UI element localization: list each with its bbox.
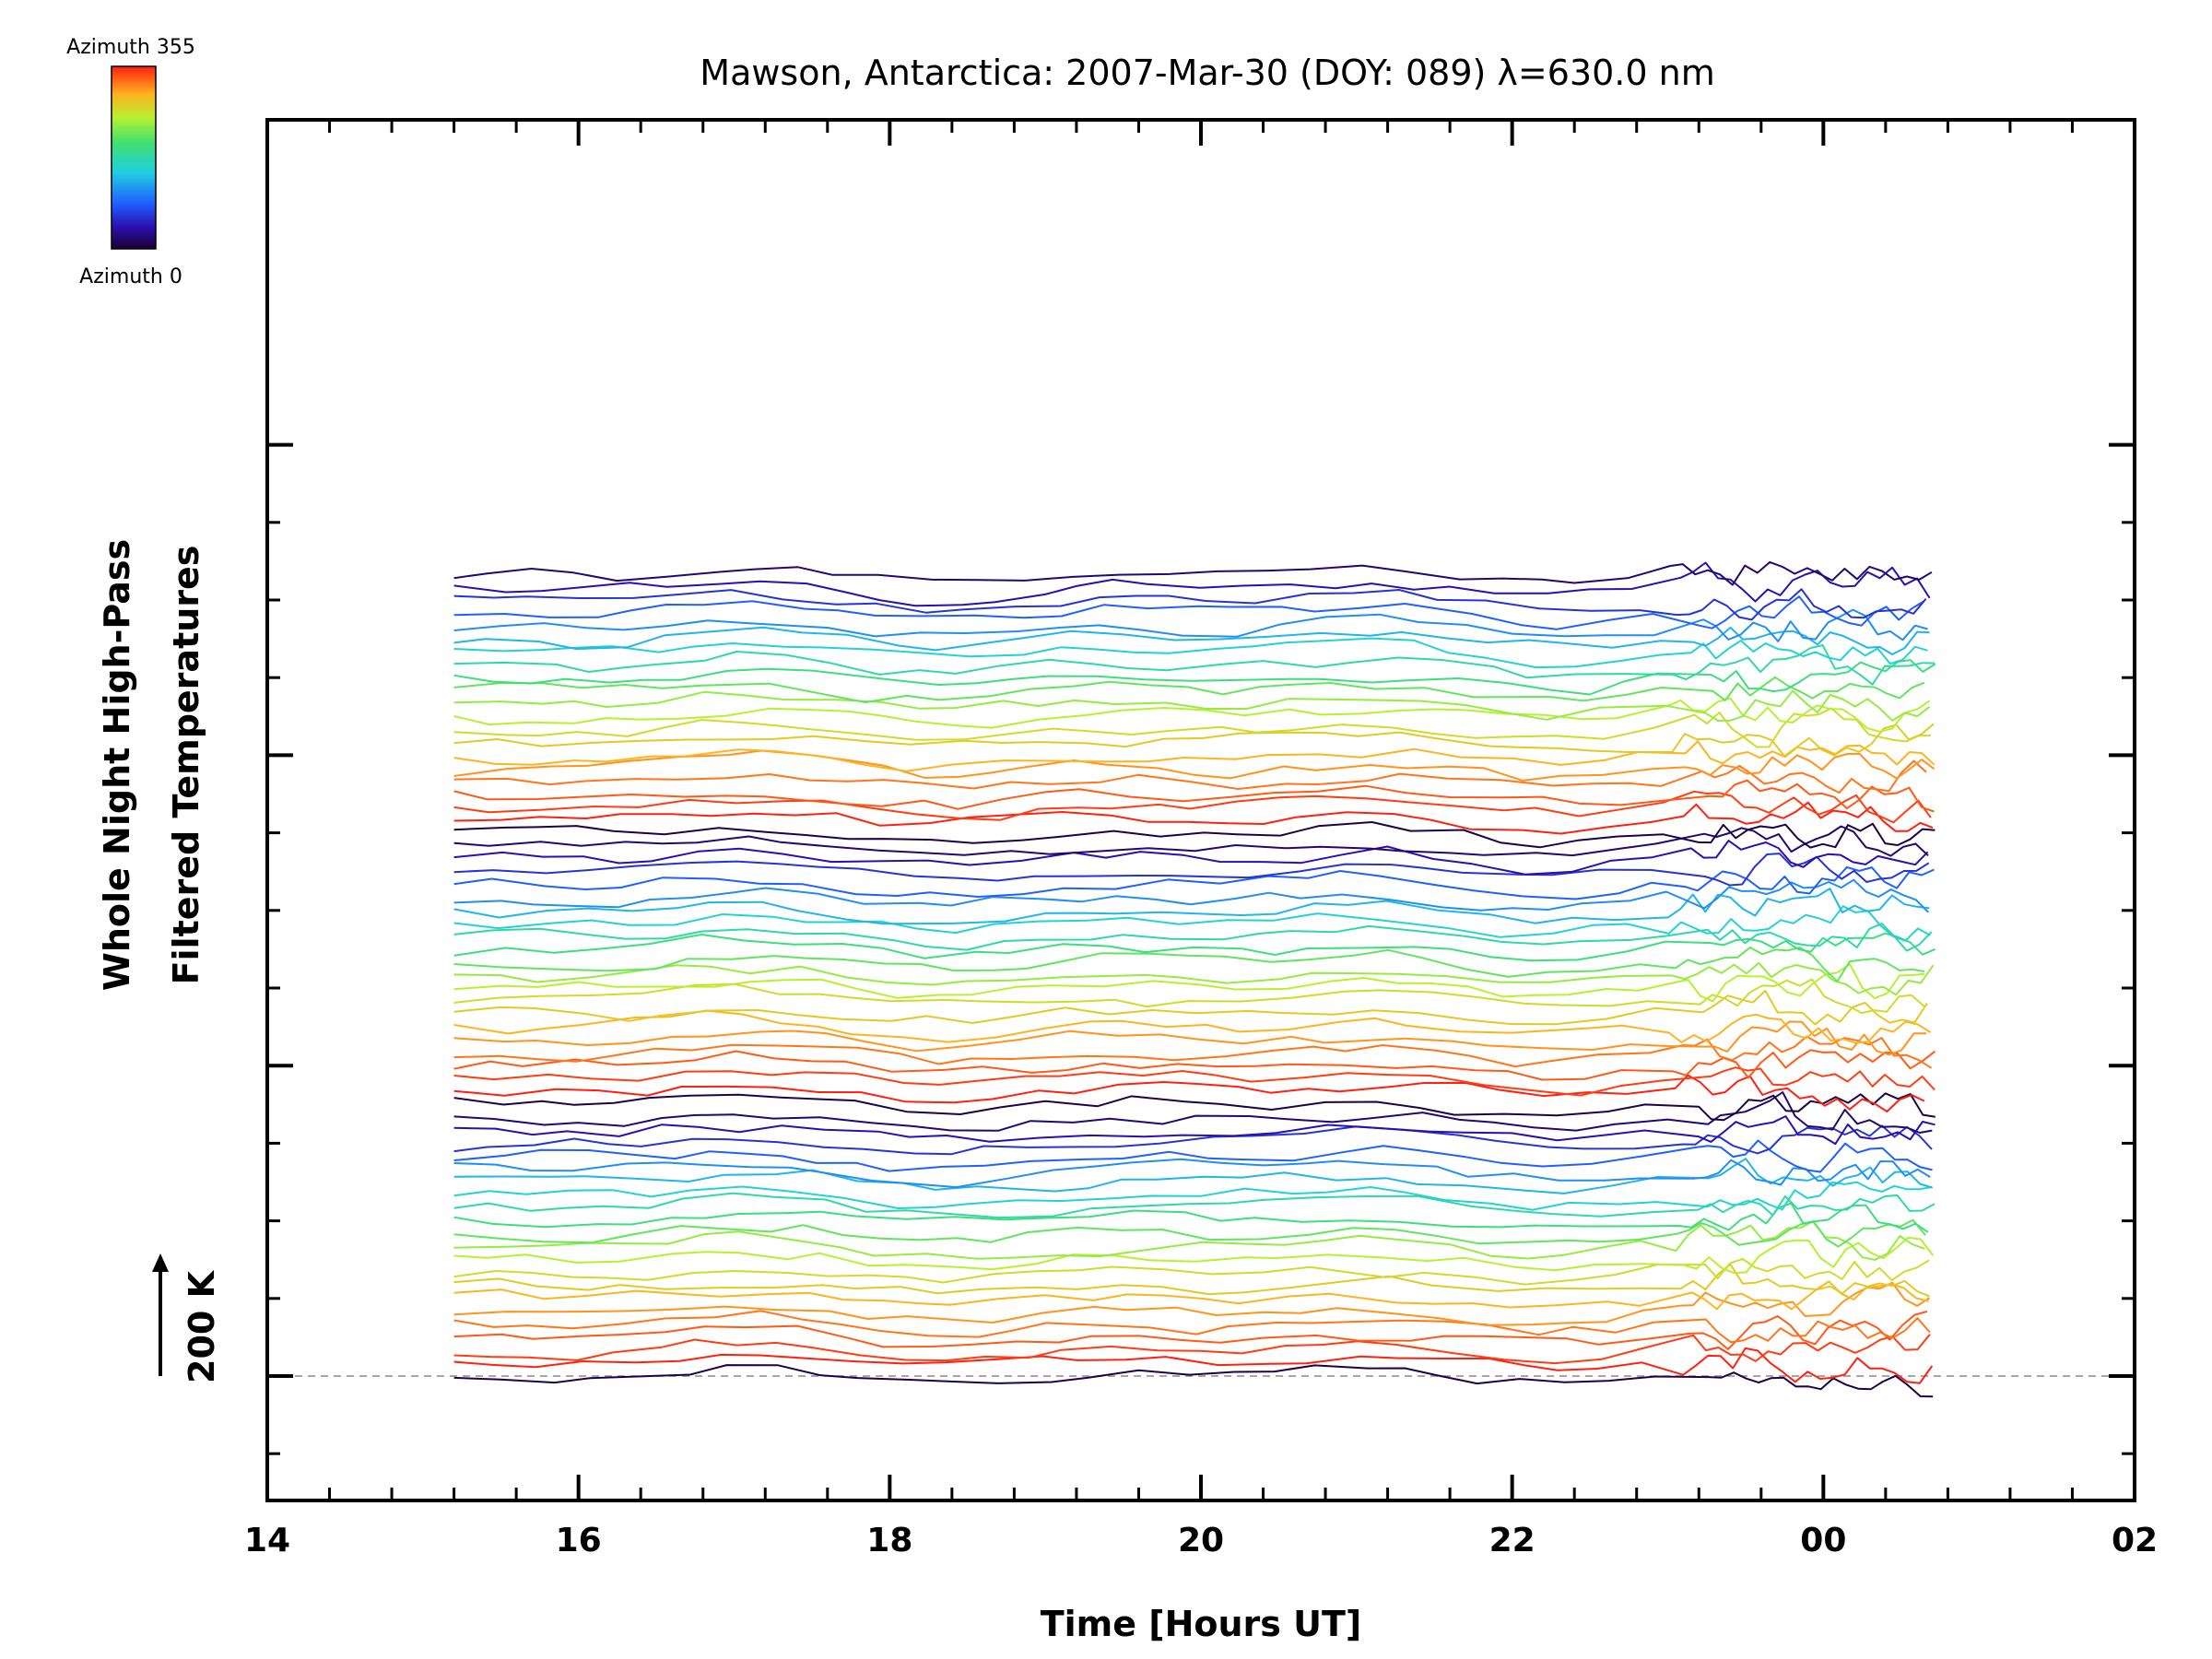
series-line	[453, 1281, 1931, 1326]
series-line	[453, 1020, 1927, 1056]
series-line	[453, 1364, 1934, 1398]
series-line	[453, 865, 1935, 900]
series-line	[453, 588, 1927, 621]
plot-frame	[265, 118, 2136, 1502]
series-line	[453, 1181, 1933, 1211]
x-tick-label: 00	[1800, 1522, 1846, 1559]
x-axis-title: Time [Hours UT]	[1041, 1604, 1362, 1644]
series-line	[453, 1091, 1933, 1134]
azimuth-colorbar: Azimuth 355 Azimuth 0	[66, 36, 195, 288]
series-line	[453, 689, 1931, 722]
colorbar-bottom-label: Azimuth 0	[79, 265, 182, 288]
series-line	[453, 560, 1933, 586]
series-line	[453, 923, 1933, 952]
series-line	[453, 1310, 1931, 1344]
x-tick-label: 22	[1489, 1522, 1535, 1559]
x-tick-label: 18	[866, 1522, 912, 1559]
series-line	[453, 932, 1936, 962]
series-line	[453, 723, 1935, 758]
series-line	[453, 1257, 1930, 1286]
series-line	[453, 644, 1936, 686]
series-line	[453, 1236, 1935, 1275]
series-line	[453, 1202, 1929, 1233]
series-line	[453, 978, 1925, 1015]
x-tick-label: 02	[2112, 1522, 2158, 1559]
scale-arrow-head	[152, 1253, 169, 1272]
series-line	[453, 801, 1934, 835]
series-line	[453, 825, 1929, 857]
series-line	[453, 1218, 1926, 1248]
series-line	[453, 888, 1930, 925]
series-line	[453, 853, 1930, 887]
series-layer	[453, 560, 1936, 1398]
series-line	[453, 821, 1936, 849]
series-line	[453, 1009, 1932, 1044]
series-line	[453, 1074, 1925, 1112]
series-line	[453, 990, 1928, 1026]
scale-bar-label: 200 K	[182, 1269, 222, 1383]
series-line	[453, 707, 1932, 748]
series-line	[453, 1124, 1933, 1156]
series-line	[453, 790, 1932, 824]
series-line	[453, 1310, 1928, 1350]
series-line	[453, 1035, 1933, 1069]
y-axis-title-line2: Filtered Temperatures	[166, 546, 206, 985]
series-line	[453, 905, 1931, 942]
colorbar-gradient	[111, 65, 157, 250]
series-line	[453, 1092, 1936, 1122]
x-tick-label: 14	[244, 1522, 290, 1559]
colorbar-top-label: Azimuth 355	[66, 36, 195, 59]
series-line	[453, 676, 1925, 703]
series-line	[453, 1066, 1936, 1097]
ticks-layer: 14 16 18 20 22 00 02	[244, 120, 2158, 1559]
series-line	[453, 840, 1929, 876]
series-line	[453, 947, 1925, 982]
y-axis-title-line1: Whole Night High-Pass	[97, 539, 137, 991]
chart-title: Mawson, Antarctica: 2007-Mar-30 (DOY: 08…	[700, 53, 1714, 93]
series-line	[453, 1347, 1934, 1384]
x-tick-label: 20	[1178, 1522, 1224, 1559]
series-line	[453, 1115, 1936, 1146]
series-line	[453, 637, 1928, 669]
series-line	[453, 1192, 1936, 1219]
series-line	[453, 608, 1928, 642]
series-line	[453, 759, 1927, 794]
series-line	[453, 740, 1936, 772]
x-tick-label: 16	[556, 1522, 602, 1559]
series-line	[453, 561, 1931, 607]
series-line	[453, 659, 1936, 696]
series-line	[453, 1158, 1931, 1189]
series-line	[453, 1334, 1931, 1365]
series-line	[453, 1263, 1930, 1298]
series-line	[453, 1049, 1936, 1081]
series-line	[453, 963, 1925, 1003]
series-line	[453, 1280, 1929, 1311]
series-line	[453, 961, 1935, 996]
series-line	[453, 878, 1930, 913]
y-axis-title: Whole Night High-Pass Filtered Temperatu…	[97, 539, 206, 991]
series-line	[453, 779, 1935, 813]
series-line	[453, 1139, 1933, 1173]
scale-bar: 200 K	[152, 1253, 222, 1383]
series-line	[453, 626, 1930, 655]
